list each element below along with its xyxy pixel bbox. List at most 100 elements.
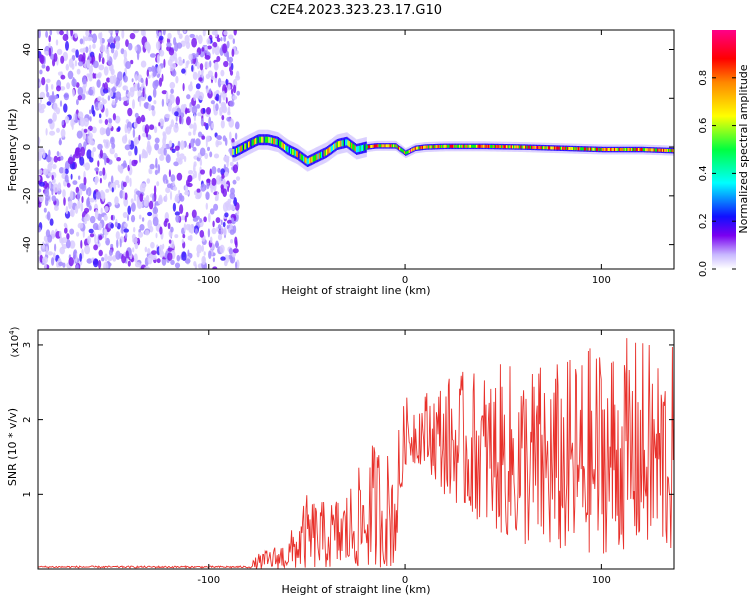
- signal-core: [299, 153, 301, 160]
- noise-speck: [46, 78, 51, 84]
- noise-speck: [207, 228, 211, 238]
- noise-speck: [63, 166, 66, 175]
- noise-speck: [87, 129, 90, 135]
- signal-core: [478, 144, 480, 148]
- noise-speck: [45, 30, 48, 38]
- noise-speck: [220, 168, 225, 176]
- noise-speck: [217, 233, 223, 241]
- signal-core: [395, 144, 397, 148]
- signal-core: [257, 136, 259, 143]
- signal-core: [322, 151, 324, 158]
- signal-core: [316, 154, 318, 160]
- noise-speck: [163, 147, 167, 156]
- signal-core: [348, 141, 351, 148]
- noise-speck: [184, 215, 187, 223]
- signal-core: [616, 148, 618, 151]
- signal-core: [514, 145, 516, 149]
- noise-speck: [106, 52, 110, 61]
- signal-core: [475, 144, 478, 148]
- noise-speck: [224, 212, 229, 218]
- y-tick-label: 40: [22, 43, 33, 56]
- noise-speck: [66, 182, 71, 188]
- noise-speck: [216, 135, 222, 140]
- noise-speck: [114, 179, 120, 186]
- x-tick-label: 100: [592, 275, 611, 286]
- signal-core: [313, 155, 316, 162]
- noise-speck: [48, 47, 52, 57]
- signal-core: [391, 144, 394, 148]
- signal-core: [669, 149, 671, 152]
- signal-core: [589, 147, 592, 151]
- signal-core: [484, 144, 486, 148]
- noise-speck: [199, 218, 203, 223]
- signal-core: [486, 144, 489, 148]
- noise-speck: [227, 84, 231, 91]
- noise-speck: [220, 80, 226, 86]
- noise-speck: [57, 71, 63, 76]
- signal-core: [468, 144, 471, 148]
- signal-core: [558, 146, 561, 150]
- signal-core: [549, 146, 551, 150]
- signal-core: [403, 150, 406, 154]
- signal-core: [393, 144, 395, 148]
- noise-speck: [127, 107, 133, 117]
- noise-speck: [84, 207, 90, 214]
- signal-core: [426, 145, 429, 149]
- noise-speck: [228, 56, 234, 63]
- noise-speck: [153, 100, 157, 105]
- noise-speck: [39, 181, 45, 187]
- noise-speck: [124, 223, 128, 228]
- signal-core: [481, 144, 484, 148]
- noise-speck: [103, 66, 109, 76]
- signal-core: [384, 144, 387, 148]
- noise-speck: [175, 96, 180, 106]
- noise-speck: [63, 222, 67, 228]
- noise-speck: [215, 89, 220, 95]
- noise-speck: [93, 244, 98, 251]
- noise-speck: [86, 149, 92, 160]
- noise-speck: [130, 214, 136, 223]
- noise-speck: [66, 233, 70, 240]
- signal-core: [287, 146, 289, 153]
- noise-speck: [188, 84, 193, 92]
- noise-speck: [108, 249, 113, 256]
- noise-speck: [155, 41, 161, 51]
- noise-speck: [76, 231, 80, 237]
- noise-speck: [212, 46, 215, 55]
- noise-speck: [125, 39, 129, 47]
- signal-core: [283, 144, 286, 150]
- signal-core: [510, 145, 513, 149]
- noise-speck: [174, 111, 179, 117]
- noise-speck: [52, 163, 57, 170]
- signal-core: [448, 144, 450, 148]
- noise-speck: [105, 237, 110, 246]
- signal-core: [581, 147, 583, 151]
- noise-speck: [69, 240, 76, 249]
- noise-speck: [45, 65, 50, 72]
- noise-speck: [147, 211, 153, 217]
- noise-speck: [101, 257, 105, 262]
- signal-core: [615, 148, 617, 151]
- noise-speck: [235, 261, 238, 269]
- noise-speck: [129, 177, 132, 187]
- signal-core: [526, 145, 528, 149]
- signal-core: [261, 136, 263, 143]
- noise-speck: [179, 204, 184, 215]
- signal-core: [599, 147, 601, 151]
- noise-speck: [149, 169, 153, 175]
- noise-speck: [207, 146, 210, 152]
- noise-speck: [98, 170, 103, 177]
- signal-core: [456, 144, 459, 148]
- noise-speck: [107, 95, 111, 101]
- signal-core: [246, 142, 249, 149]
- noise-speck: [205, 135, 211, 143]
- noise-speck: [60, 155, 64, 161]
- noise-speck: [103, 214, 108, 221]
- noise-speck: [77, 199, 81, 209]
- signal-core: [279, 140, 281, 147]
- noise-speck: [105, 157, 110, 164]
- noise-speck: [109, 42, 116, 50]
- noise-speck: [97, 160, 100, 168]
- signal-core: [262, 136, 264, 143]
- noise-speck: [49, 218, 54, 226]
